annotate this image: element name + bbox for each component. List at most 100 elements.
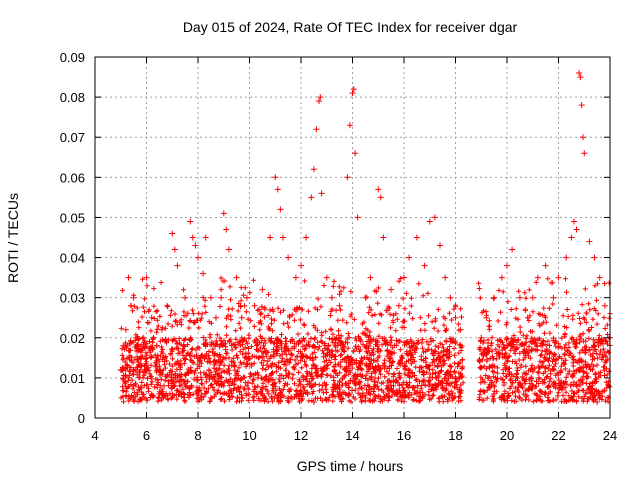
data-point (437, 242, 443, 249)
data-point (207, 294, 214, 301)
data-point (251, 302, 258, 309)
data-point (498, 274, 505, 281)
y-tick-label: 0 (78, 411, 85, 426)
data-point (576, 70, 583, 76)
data-point (313, 126, 320, 133)
data-point (223, 226, 230, 233)
x-tick-label: 18 (448, 428, 462, 443)
y-tick-label: 0.06 (60, 170, 85, 185)
plot-frame (94, 56, 611, 419)
data-point (336, 390, 343, 397)
data-point (328, 294, 335, 301)
data-point (568, 234, 575, 241)
data-point (516, 394, 523, 401)
x-axis-label: GPS time / hours (297, 458, 404, 474)
data-point (504, 262, 510, 269)
data-point (344, 174, 351, 181)
data-point (529, 294, 536, 301)
y-tick-label: 0.04 (60, 251, 85, 266)
data-point (563, 254, 570, 261)
data-point (189, 234, 196, 241)
data-point (426, 218, 433, 225)
data-point (388, 286, 395, 293)
y-tick-label: 0.03 (60, 291, 85, 306)
x-tick-label: 16 (397, 428, 411, 443)
data-point (413, 234, 420, 241)
data-point (130, 294, 137, 301)
data-point (200, 270, 207, 277)
data-point (156, 390, 163, 397)
data-point (158, 326, 165, 333)
data-point (591, 254, 598, 261)
data-point (380, 234, 387, 241)
data-point (128, 302, 135, 309)
data-point (577, 74, 584, 81)
data-point (395, 302, 402, 309)
data-point (516, 294, 523, 301)
data-point (401, 274, 407, 281)
data-point (439, 382, 446, 389)
data-point (362, 394, 369, 401)
data-point (143, 274, 150, 281)
data-point (120, 342, 127, 349)
data-point (174, 262, 181, 269)
data-point (388, 386, 395, 393)
data-point (267, 234, 274, 241)
data-point (571, 218, 577, 225)
data-point (238, 314, 245, 321)
data-point (164, 302, 171, 309)
x-tick-label: 10 (242, 428, 256, 443)
data-point (350, 86, 357, 93)
data-point (207, 394, 214, 401)
data-point (220, 210, 227, 217)
y-tick-label: 0.08 (60, 90, 85, 105)
data-point (285, 394, 292, 401)
data-point (310, 399, 317, 405)
grid-lines (95, 57, 610, 418)
data-point (171, 246, 178, 253)
x-tick-label: 4 (91, 428, 98, 443)
data-point (138, 354, 145, 361)
data-point (187, 218, 194, 225)
y-axis-label: ROTI / TECUs (5, 193, 21, 283)
data-point (308, 194, 315, 201)
data-point (182, 378, 189, 385)
data-point (431, 214, 438, 221)
data-point (169, 230, 176, 237)
data-point (352, 150, 359, 157)
data-point (457, 326, 464, 333)
data-point (148, 314, 155, 321)
data-point (596, 274, 603, 281)
chart-title: Day 015 of 2024, Rate Of TEC Index for r… (183, 19, 518, 35)
x-tick-label: 12 (294, 428, 308, 443)
y-tick-label: 0.09 (60, 50, 85, 65)
data-point (323, 274, 330, 281)
data-point (233, 386, 240, 393)
x-tick-label: 24 (603, 428, 617, 443)
data-point (153, 342, 160, 349)
data-point (447, 294, 454, 301)
x-tick-label: 6 (143, 428, 150, 443)
data-point (292, 274, 299, 281)
data-point (581, 150, 588, 157)
data-point (354, 214, 361, 221)
data-point (594, 399, 601, 405)
y-tick-label: 0.01 (60, 371, 85, 386)
data-point (452, 378, 459, 385)
data-point (367, 274, 374, 281)
data-point (346, 122, 353, 129)
y-tick-label: 0.07 (60, 130, 85, 145)
data-point (125, 274, 132, 281)
data-point (317, 94, 324, 101)
data-point (578, 102, 585, 109)
data-point (568, 394, 575, 401)
y-tick-label: 0.02 (60, 331, 85, 346)
data-point (413, 390, 420, 397)
data-point (259, 286, 266, 293)
data-point (362, 294, 369, 301)
x-tick-label: 22 (551, 428, 565, 443)
data-point (550, 294, 557, 301)
data-point (542, 390, 549, 397)
data-point (130, 382, 137, 389)
